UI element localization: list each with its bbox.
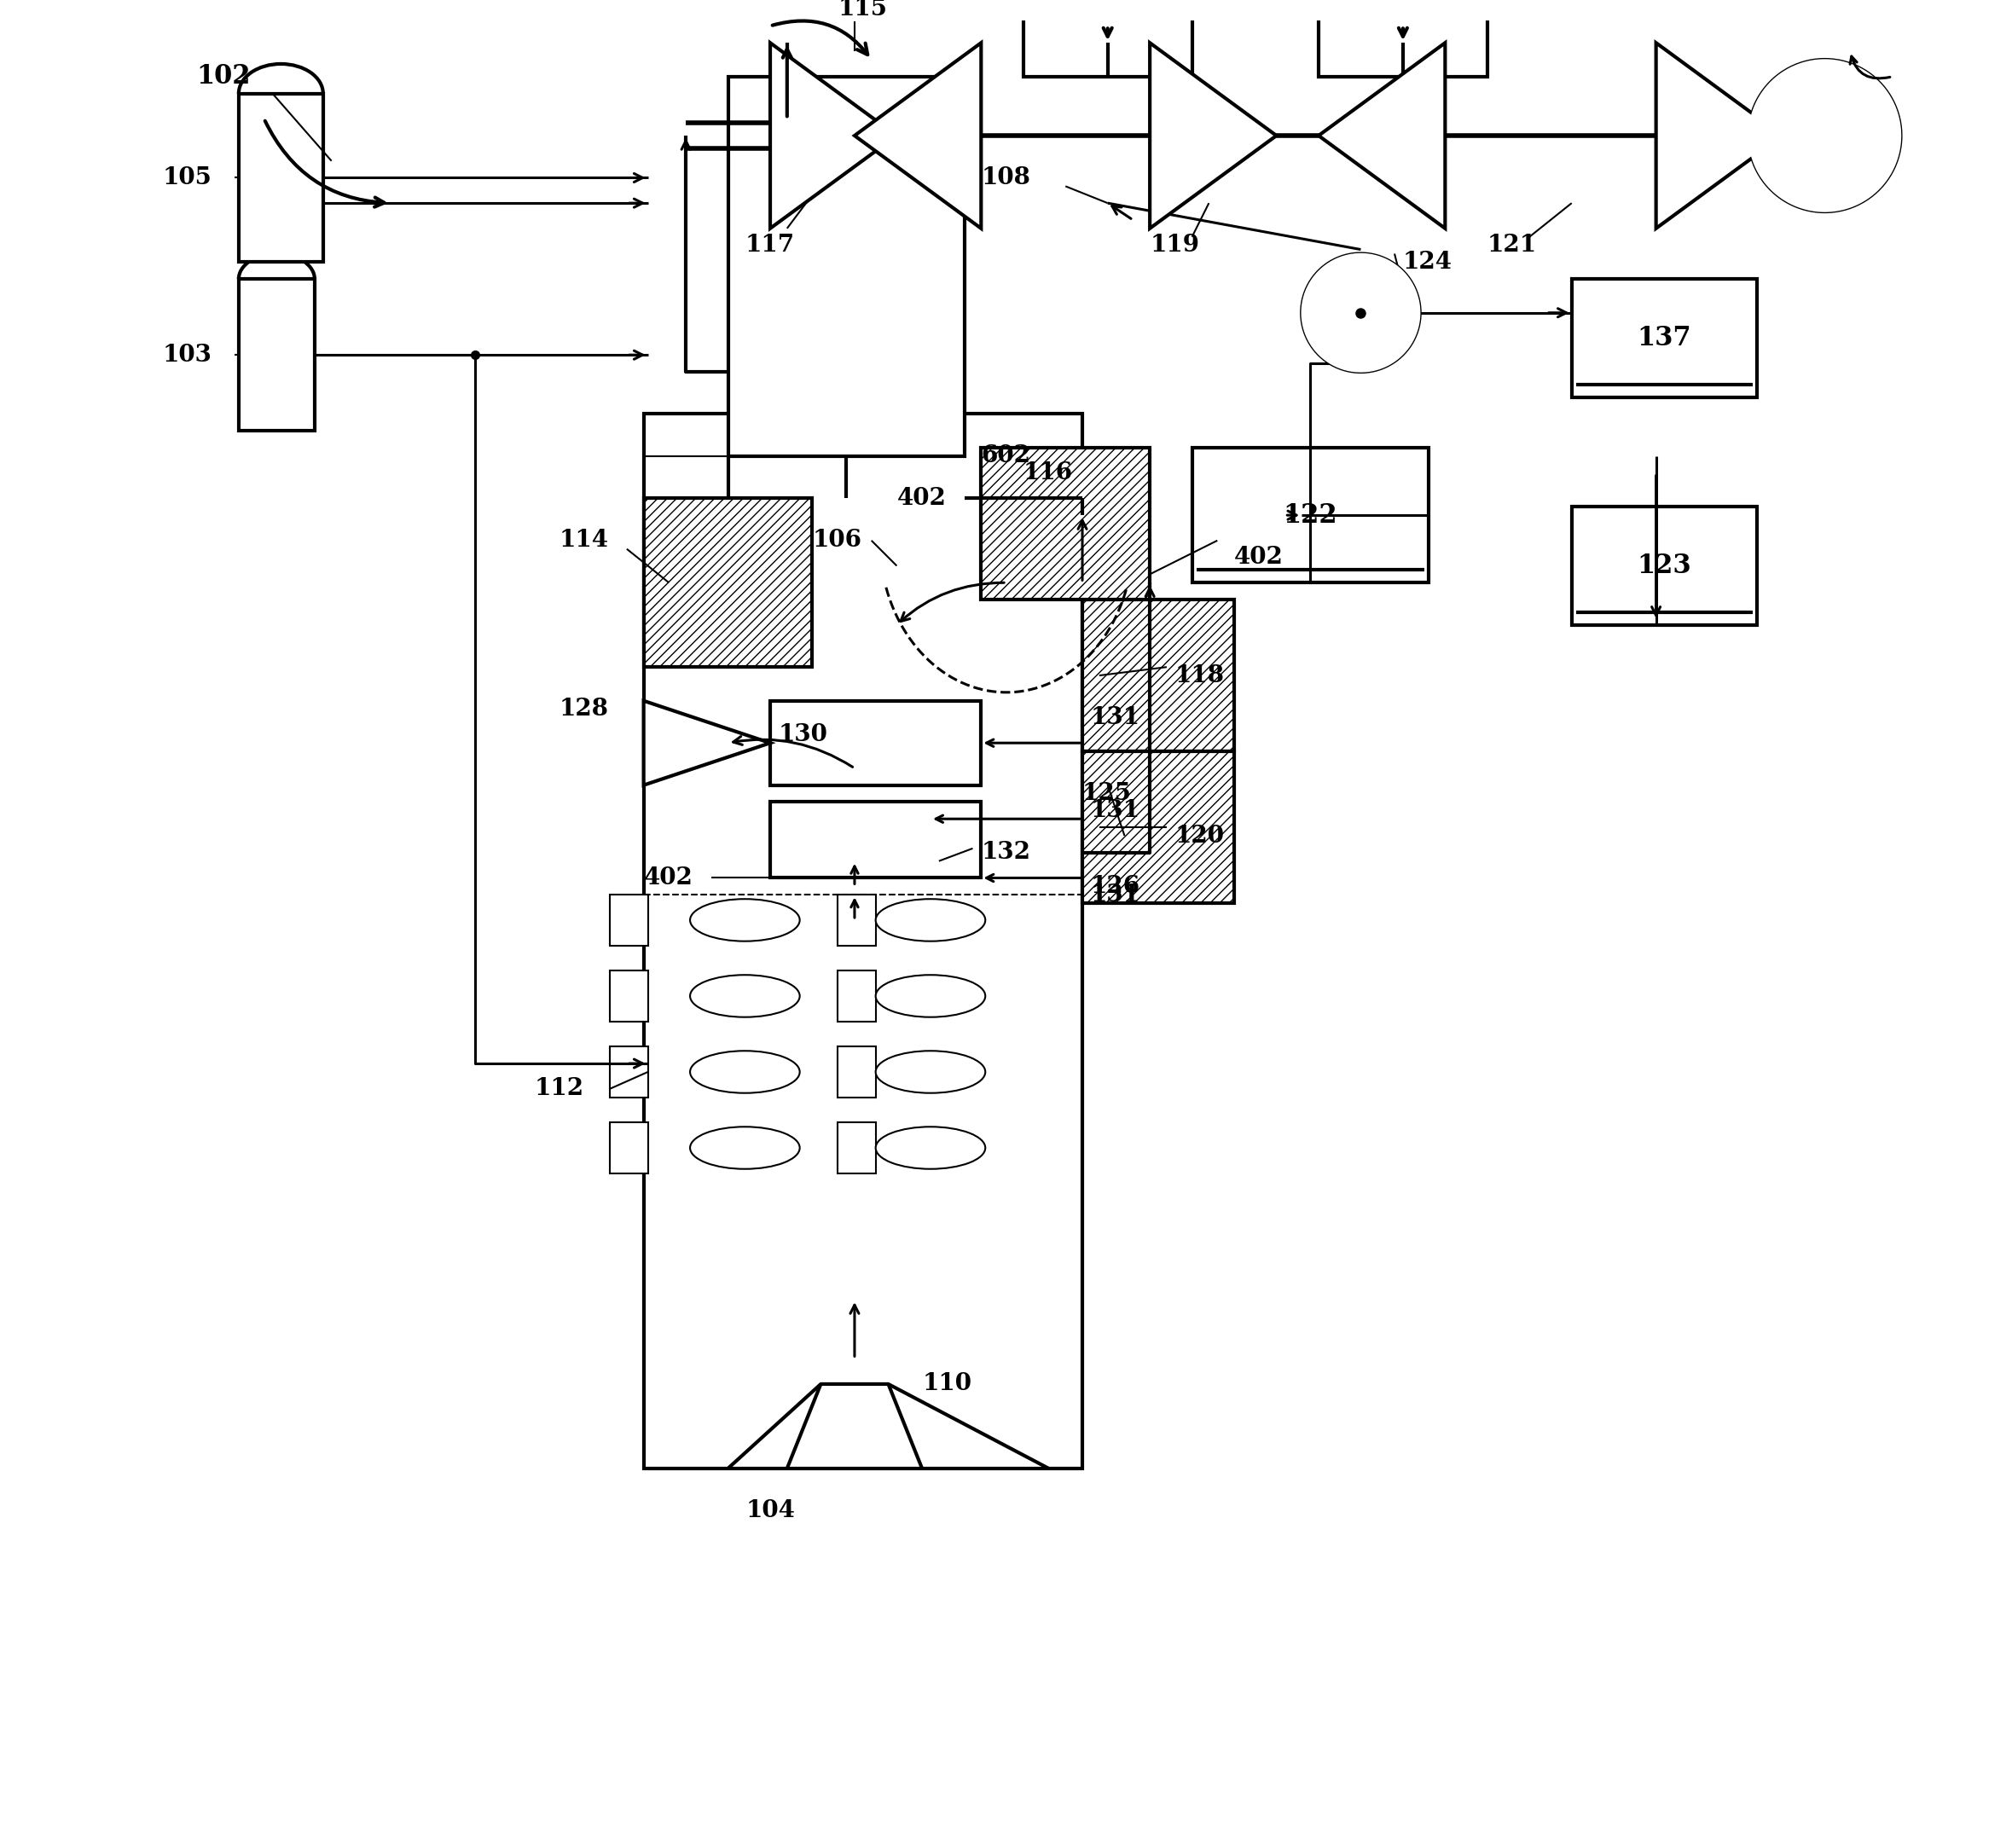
Text: 122: 122 bbox=[1284, 503, 1338, 529]
Text: 118: 118 bbox=[1175, 663, 1225, 687]
Text: 402: 402 bbox=[1233, 545, 1284, 569]
Polygon shape bbox=[1318, 43, 1445, 229]
Bar bbox=[1024, 0, 1191, 76]
Text: 131: 131 bbox=[1091, 798, 1141, 822]
Bar bbox=[1318, 0, 1487, 76]
Bar bbox=[1082, 752, 1233, 904]
Text: 128: 128 bbox=[559, 699, 610, 721]
Polygon shape bbox=[1748, 59, 1901, 211]
Bar bbox=[610, 894, 648, 946]
Text: 121: 121 bbox=[1487, 233, 1537, 257]
Text: 108: 108 bbox=[982, 166, 1030, 188]
Bar bbox=[1082, 599, 1233, 752]
Text: 114: 114 bbox=[559, 529, 610, 553]
Polygon shape bbox=[771, 43, 897, 229]
Text: 402: 402 bbox=[897, 486, 946, 510]
Polygon shape bbox=[1656, 43, 1783, 229]
Text: 126: 126 bbox=[1091, 874, 1141, 898]
Text: 115: 115 bbox=[837, 0, 887, 20]
Bar bbox=[1571, 506, 1756, 625]
Text: 117: 117 bbox=[744, 233, 795, 257]
Text: 102: 102 bbox=[197, 63, 252, 91]
Text: 120: 120 bbox=[1175, 824, 1225, 846]
Bar bbox=[610, 1122, 648, 1173]
Text: 112: 112 bbox=[533, 1077, 583, 1100]
Bar bbox=[610, 970, 648, 1022]
Polygon shape bbox=[855, 43, 982, 229]
Ellipse shape bbox=[875, 1052, 986, 1092]
Text: 124: 124 bbox=[1402, 251, 1453, 274]
Ellipse shape bbox=[690, 1127, 799, 1170]
Bar bbox=[644, 414, 1082, 1469]
Text: 105: 105 bbox=[163, 166, 211, 188]
Bar bbox=[771, 700, 982, 785]
Text: 125: 125 bbox=[1082, 782, 1133, 806]
Bar bbox=[610, 1046, 648, 1098]
Ellipse shape bbox=[690, 898, 799, 941]
Text: 131: 131 bbox=[1091, 883, 1141, 906]
Bar bbox=[837, 1046, 875, 1098]
Polygon shape bbox=[1149, 43, 1276, 229]
Bar bbox=[239, 94, 324, 262]
Bar bbox=[239, 279, 314, 431]
Bar bbox=[837, 894, 875, 946]
Bar bbox=[771, 802, 982, 878]
Text: 137: 137 bbox=[1638, 325, 1692, 351]
Text: 104: 104 bbox=[746, 1499, 795, 1523]
Bar bbox=[728, 76, 964, 456]
Text: 132: 132 bbox=[982, 841, 1030, 865]
Bar bbox=[644, 499, 813, 667]
Ellipse shape bbox=[875, 976, 986, 1016]
Bar bbox=[837, 1122, 875, 1173]
Text: 110: 110 bbox=[921, 1373, 972, 1395]
Text: 130: 130 bbox=[779, 723, 829, 747]
Polygon shape bbox=[1302, 253, 1420, 371]
Text: 123: 123 bbox=[1638, 553, 1692, 578]
Text: 119: 119 bbox=[1149, 233, 1199, 257]
Text: 402: 402 bbox=[644, 867, 692, 889]
Ellipse shape bbox=[875, 1127, 986, 1170]
Text: 103: 103 bbox=[163, 344, 211, 366]
Text: 106: 106 bbox=[813, 529, 861, 553]
Text: 131: 131 bbox=[1091, 706, 1141, 730]
Polygon shape bbox=[644, 700, 771, 785]
Bar bbox=[982, 447, 1149, 599]
Ellipse shape bbox=[875, 898, 986, 941]
Ellipse shape bbox=[690, 976, 799, 1016]
Bar bbox=[1191, 447, 1429, 582]
Bar bbox=[1571, 279, 1756, 397]
Text: 602: 602 bbox=[982, 445, 1030, 468]
Bar bbox=[837, 970, 875, 1022]
Text: 116: 116 bbox=[1024, 462, 1072, 484]
Ellipse shape bbox=[690, 1052, 799, 1092]
